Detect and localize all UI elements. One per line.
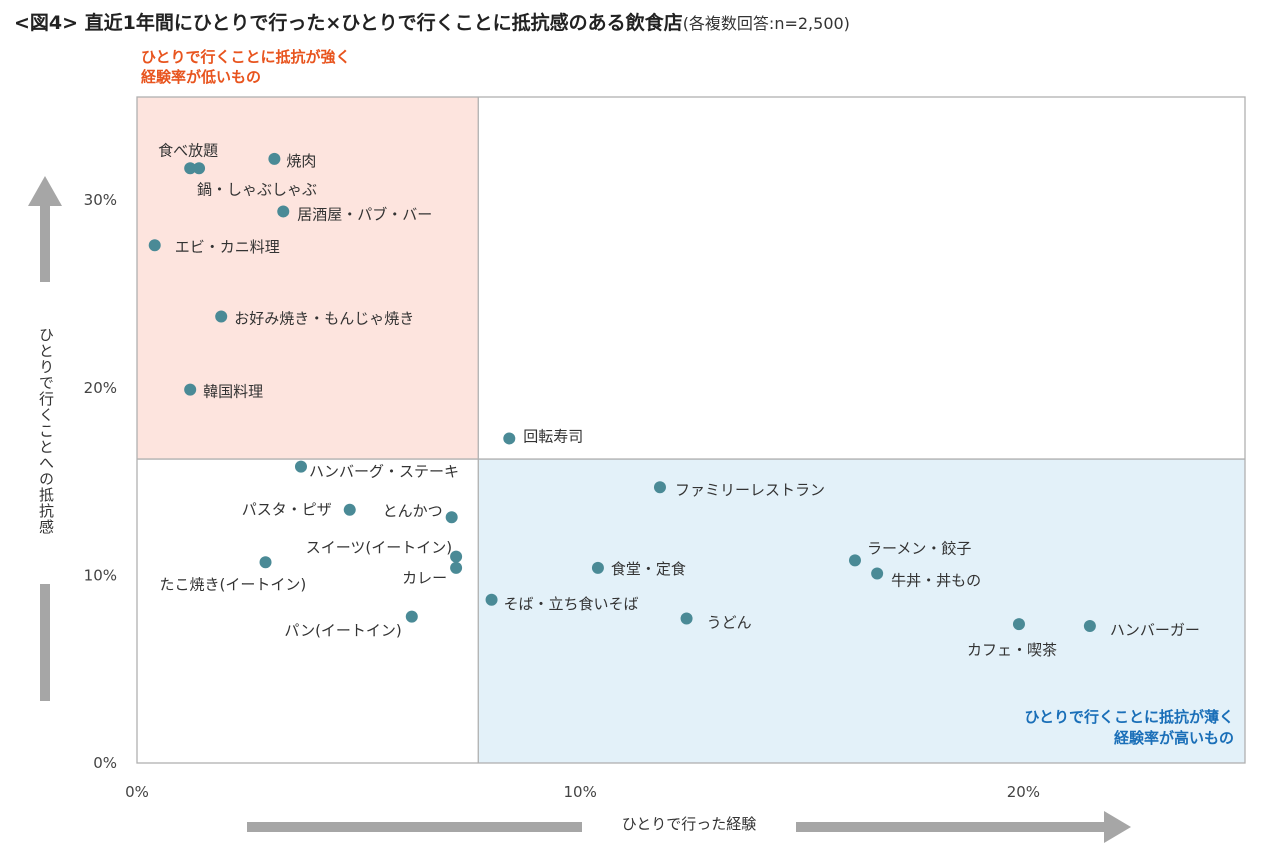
title-main: <図4> 直近1年間にひとりで行った×ひとりで行くことに抵抗感のある飲食店	[14, 12, 683, 34]
data-label: 居酒屋・パブ・バー	[297, 205, 432, 223]
lower-right-quadrant-label: 経験率が高いもの	[1114, 729, 1234, 747]
data-point	[1012, 618, 1025, 631]
data-point	[405, 610, 418, 623]
upper-left-quadrant	[137, 97, 479, 460]
data-label: エビ・カニ料理	[175, 238, 280, 256]
y-tick-label: 10%	[84, 566, 117, 584]
y-arrow-shaft	[40, 205, 50, 282]
data-label: パン(イートイン)	[284, 622, 401, 640]
data-point	[1083, 620, 1096, 633]
data-label: ハンバーグ・ステーキ	[309, 463, 459, 481]
data-point	[450, 550, 463, 563]
axis-arrows	[28, 176, 1131, 843]
data-point	[343, 503, 356, 516]
data-label: スイーツ(イートイン)	[306, 539, 452, 557]
y-arrow-tail	[40, 584, 50, 701]
data-point	[591, 561, 604, 574]
quadrant-backgrounds	[137, 97, 1245, 763]
data-points	[148, 152, 1096, 633]
data-label: とんかつ	[383, 502, 443, 520]
x-tick-label: 10%	[564, 783, 597, 801]
x-tick-label: 0%	[125, 783, 149, 801]
data-label: うどん	[707, 614, 752, 632]
data-point	[184, 383, 197, 396]
y-axis-ticks: 0% 10% 20% 30%	[84, 191, 117, 772]
x-arrow-tail	[247, 822, 582, 832]
data-point	[871, 567, 884, 580]
x-tick-label: 20%	[1007, 783, 1040, 801]
data-label: ファミリーレストラン	[675, 481, 825, 499]
data-point	[277, 205, 290, 218]
data-label: たこ焼き(イートイン)	[160, 575, 307, 593]
y-tick-label: 0%	[93, 754, 117, 772]
data-label: 回転寿司	[523, 427, 583, 445]
data-point	[215, 310, 228, 323]
y-axis-label: ひとりで行くことへの抵抗感	[37, 327, 55, 535]
plot-frame	[136, 96, 1246, 764]
data-point	[653, 481, 666, 494]
data-label: 韓国料理	[203, 383, 263, 401]
y-tick-label: 20%	[84, 379, 117, 397]
upper-left-quadrant-label: ひとりで行くことに抵抗が強く	[141, 48, 351, 66]
y-tick-label: 30%	[84, 191, 117, 209]
data-point	[680, 612, 693, 625]
data-point	[268, 152, 281, 165]
data-label: ハンバーガー	[1110, 621, 1200, 639]
lower-right-quadrant	[478, 459, 1245, 763]
x-arrowhead	[1104, 811, 1131, 843]
data-label: カフェ・喫茶	[967, 641, 1057, 659]
data-point	[450, 561, 463, 574]
data-point	[184, 162, 197, 175]
data-label: お好み焼き・もんじゃ焼き	[234, 309, 414, 327]
y-arrowhead	[28, 176, 62, 206]
data-point	[485, 593, 498, 606]
upper-left-quadrant-label: 経験率が低いもの	[141, 68, 261, 86]
data-label: そば・立ち食いそば	[504, 595, 639, 613]
data-point	[848, 554, 861, 567]
data-label: ラーメン・餃子	[867, 539, 971, 557]
data-point	[503, 432, 516, 445]
data-label: 食堂・定食	[611, 560, 686, 578]
title-note: (各複数回答:n=2,500)	[682, 14, 850, 33]
x-axis-ticks: 0% 10% 20%	[125, 783, 1040, 801]
data-label: パスタ・ピザ	[242, 501, 332, 519]
data-label: 鍋・しゃぶしゃぶ	[197, 180, 317, 198]
x-axis-label: ひとりで行った経験	[622, 815, 757, 833]
data-label: 焼肉	[286, 152, 316, 170]
data-label: カレー	[402, 569, 447, 587]
data-point	[294, 460, 307, 473]
data-point	[193, 162, 206, 175]
data-point	[148, 239, 161, 252]
data-point	[259, 556, 272, 569]
data-label: 牛丼・丼もの	[891, 572, 981, 590]
data-point	[445, 511, 458, 524]
axis-labels: ひとりで行った経験 ひとりで行くことへの抵抗感	[37, 327, 756, 833]
chart-title: <図4> 直近1年間にひとりで行った×ひとりで行くことに抵抗感のある飲食店(各複…	[14, 8, 850, 35]
x-arrow-shaft	[796, 822, 1105, 832]
lower-right-quadrant-label: ひとりで行くことに抵抗が薄く	[1024, 708, 1234, 726]
data-label: 食べ放題	[158, 141, 218, 159]
plot-border	[136, 96, 1246, 764]
quadrant-labels: ひとりで行くことに抵抗が強く経験率が低いものひとりで行くことに抵抗が薄く経験率が…	[141, 48, 1234, 747]
